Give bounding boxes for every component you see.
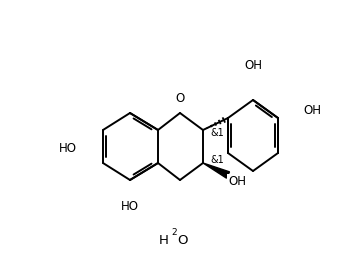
Text: 2: 2 bbox=[171, 228, 177, 237]
Text: H: H bbox=[159, 234, 169, 247]
Text: HO: HO bbox=[121, 200, 139, 213]
Text: OH: OH bbox=[228, 175, 246, 188]
Text: HO: HO bbox=[59, 142, 77, 155]
Text: &1: &1 bbox=[210, 128, 224, 138]
Text: O: O bbox=[177, 234, 188, 247]
Text: OH: OH bbox=[244, 59, 262, 72]
Polygon shape bbox=[203, 163, 230, 178]
Text: O: O bbox=[175, 92, 185, 105]
Text: OH: OH bbox=[303, 104, 321, 117]
Text: &1: &1 bbox=[210, 155, 224, 165]
